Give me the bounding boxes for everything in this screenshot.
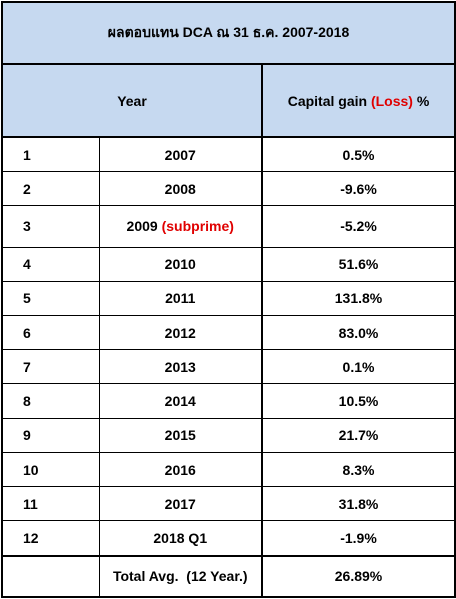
table-row: 9 2015 21.7%: [1, 417, 456, 453]
row-year: 2009 (subprime): [98, 205, 263, 248]
row-year: 2012: [98, 315, 263, 351]
total-row: Total Avg. (12 Year.) 26.89%: [1, 554, 456, 598]
table-row: 2 2008 -9.6%: [1, 171, 456, 207]
total-empty-cell: [1, 554, 100, 598]
row-number: 4: [1, 246, 100, 282]
row-value: 0.1%: [261, 349, 456, 385]
capital-gain-column-header: Capital gain (Loss) %: [261, 63, 456, 138]
table-row: 8 2014 10.5%: [1, 383, 456, 419]
row-number: 5: [1, 280, 100, 317]
percent-label: %: [412, 92, 430, 109]
row-value: -5.2%: [261, 205, 456, 248]
table-title: ผลตอบแทน DCA ณ 31 ธ.ค. 2007-2018: [1, 1, 456, 66]
row-value: 21.7%: [261, 417, 456, 453]
row-year: 2017: [98, 486, 263, 522]
table-row: 7 2013 0.1%: [1, 349, 456, 385]
table-row: 6 2012 83.0%: [1, 315, 456, 351]
row-year: 2011: [98, 280, 263, 317]
total-label: Total Avg. (12 Year.): [98, 554, 263, 598]
row-value: 83.0%: [261, 315, 456, 351]
row-year: 2013: [98, 349, 263, 385]
row-value: 131.8%: [261, 280, 456, 317]
row-number: 8: [1, 383, 100, 419]
table-row: 12 2018 Q1 -1.9%: [1, 520, 456, 557]
row-value: 0.5%: [261, 136, 456, 173]
row-year: 2015: [98, 417, 263, 453]
table-row: 5 2011 131.8%: [1, 280, 456, 317]
row-value: -9.6%: [261, 171, 456, 207]
year-column-header: Year: [1, 63, 263, 138]
row-year: 2018 Q1: [98, 520, 263, 557]
row-number: 11: [1, 486, 100, 522]
row-year: 2014: [98, 383, 263, 419]
row-number: 7: [1, 349, 100, 385]
row-value: -1.9%: [261, 520, 456, 557]
table-row: 11 2017 31.8%: [1, 486, 456, 522]
table-row: 10 2016 8.3%: [1, 451, 456, 488]
row-number: 10: [1, 451, 100, 488]
total-value: 26.89%: [261, 554, 456, 598]
row-number: 2: [1, 171, 100, 207]
loss-label: (Loss): [370, 92, 413, 109]
row-year: 2016: [98, 451, 263, 488]
row-value: 8.3%: [261, 451, 456, 488]
row-number: 1: [1, 136, 100, 173]
row-number: 12: [1, 520, 100, 557]
row-value: 31.8%: [261, 486, 456, 522]
row-number: 9: [1, 417, 100, 453]
table-row: 4 2010 51.6%: [1, 246, 456, 282]
capital-gain-label: Capital gain: [287, 92, 371, 109]
row-year: 2008: [98, 171, 263, 207]
row-year: 2007: [98, 136, 263, 173]
table-row: 1 2007 0.5%: [1, 136, 456, 173]
row-number: 3: [1, 205, 100, 248]
row-year: 2010: [98, 246, 263, 282]
row-value: 10.5%: [261, 383, 456, 419]
table-row: 3 2009 (subprime) -5.2%: [1, 205, 456, 248]
row-value: 51.6%: [261, 246, 456, 282]
row-number: 6: [1, 315, 100, 351]
